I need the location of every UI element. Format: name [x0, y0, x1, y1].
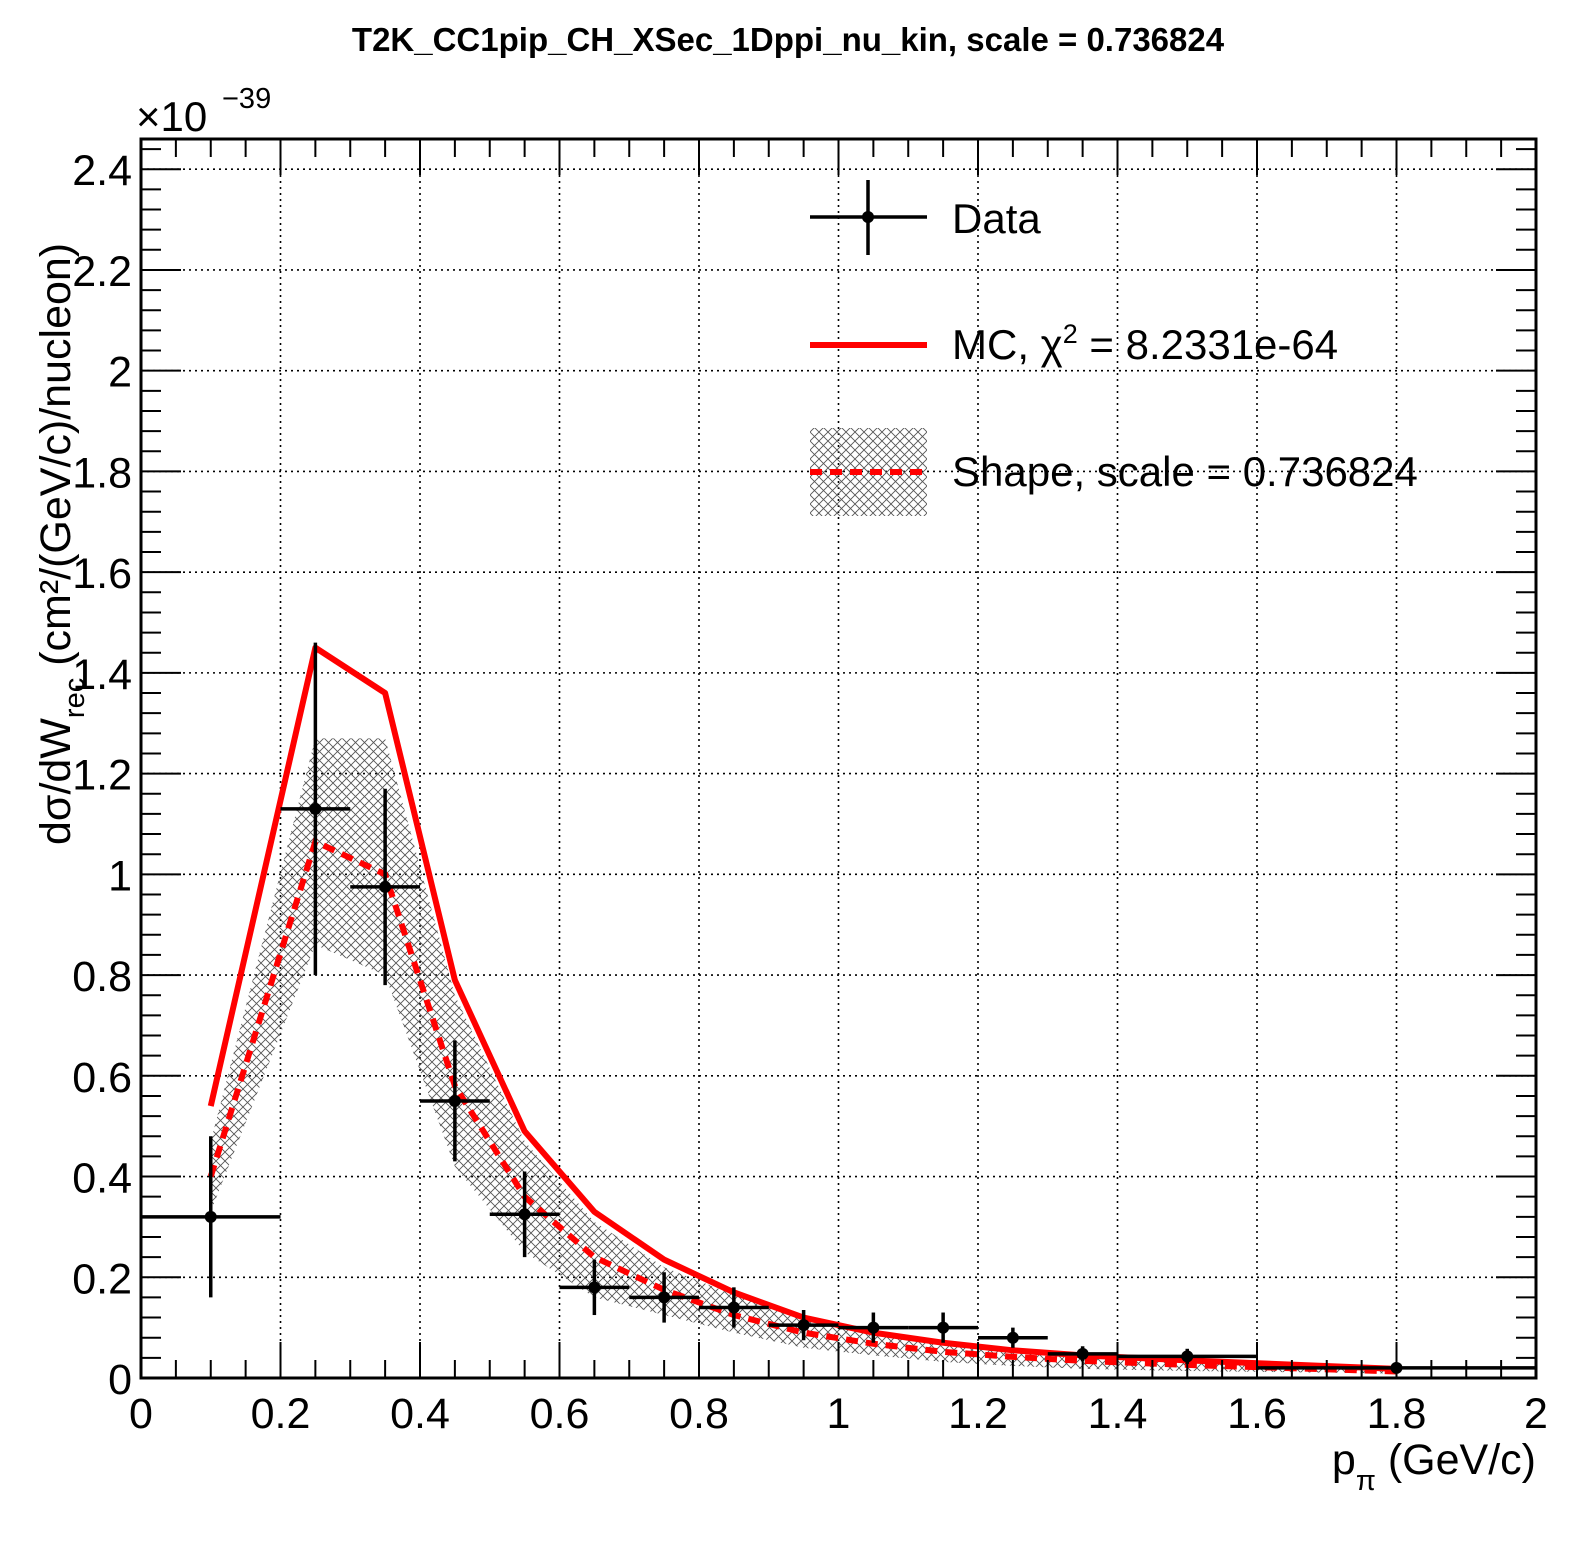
data-point-group	[559, 1259, 630, 1316]
y-axis-title: dσ/dWrec (cm²/(GeV/c)/nucleon)	[32, 243, 91, 845]
x-tick-label: 1.4	[1088, 1390, 1148, 1438]
data-point-group	[280, 642, 351, 976]
data-point	[1076, 1347, 1089, 1360]
data-point	[727, 1301, 740, 1314]
data-point-group	[420, 1040, 490, 1162]
data-point	[1181, 1350, 1194, 1363]
x-tick-label: 0.2	[251, 1390, 311, 1438]
legend-mc-entry: MC, χ2 = 8.2331e-64	[810, 319, 1338, 368]
data-point	[448, 1094, 461, 1107]
x-tick-label: 0.6	[530, 1390, 590, 1438]
data-point-group	[908, 1312, 978, 1343]
exponent-power: −39	[222, 83, 271, 115]
data-point-group	[141, 1136, 281, 1298]
x-tick-label: 1.6	[1227, 1390, 1287, 1438]
chart-title: T2K_CC1pip_CH_XSec_1Dppi_nu_kin, scale =…	[352, 21, 1225, 58]
x-axis-label: p	[1332, 1436, 1356, 1484]
y-tick-label: 0.4	[72, 1155, 132, 1203]
x-axis-units: (GeV/c)	[1388, 1436, 1536, 1484]
shape-band-area	[210, 738, 1397, 1374]
legend-shape-entry: Shape, scale = 0.736824	[810, 428, 1418, 516]
data-point-group	[699, 1287, 769, 1328]
legend-mc-chi-sup: 2	[1063, 319, 1078, 349]
y-tick-label: 1.6	[72, 550, 132, 598]
data-point	[797, 1319, 810, 1332]
data-point-group	[350, 788, 420, 986]
svg-text:dσ/dWrec(cm²/(GeV/c)/nucleon): dσ/dWrec (cm²/(GeV/c)/nucleon)	[32, 243, 91, 845]
data-point-group	[629, 1272, 699, 1323]
legend-mc-chi-value: = 8.2331e-64	[1078, 321, 1338, 368]
data-point	[867, 1321, 880, 1334]
shape-uncertainty-band	[210, 738, 1397, 1374]
data-point	[309, 802, 322, 815]
legend-data-marker	[862, 211, 874, 223]
y-axis-units: (cm²/(GeV/c)/nucleon)	[32, 243, 80, 666]
svg-text:MC, χ2 = 8.2331e-64: MC, χ2 = 8.2331e-64	[952, 319, 1338, 368]
svg-text:pπ(GeV/c): pπ (GeV/c)	[1332, 1436, 1536, 1497]
data-point	[588, 1281, 601, 1294]
exponent-base: ×10	[136, 93, 207, 140]
y-tick-label: 0.6	[72, 1054, 132, 1102]
y-tick-label: 1.4	[72, 651, 132, 699]
legend-data-label: Data	[952, 195, 1041, 242]
x-axis-label-sub: π	[1356, 1465, 1376, 1497]
legend-mc-label: MC, χ	[952, 321, 1063, 368]
data-point	[937, 1321, 950, 1334]
x-axis-title: pπ (GeV/c)	[1332, 1436, 1536, 1497]
data-point	[518, 1208, 531, 1221]
x-tick-label: 0.8	[669, 1390, 729, 1438]
y-axis-label-sub: rec	[59, 678, 91, 718]
data-point	[379, 880, 392, 893]
y-tick-label: 0.2	[72, 1255, 132, 1303]
y-tick-label: 0.8	[72, 953, 132, 1001]
y-tick-label: 1	[108, 852, 132, 900]
x-tick-labels: 0 0.2 0.4 0.6 0.8 1 1.2 1.4 1.6 1.8 2	[129, 1390, 1548, 1438]
x-tick-label: 0	[129, 1390, 153, 1438]
x-tick-label: 1	[827, 1390, 851, 1438]
data-point-group	[489, 1171, 560, 1258]
exponent-label: ×10 −39	[136, 83, 271, 140]
y-tick-label: 2	[108, 349, 132, 397]
x-tick-label: 0.4	[390, 1390, 450, 1438]
y-tick-label: 2.2	[72, 248, 132, 296]
data-point-group	[978, 1327, 1048, 1348]
y-tick-label: 2.4	[72, 147, 132, 195]
data-point-group	[768, 1310, 839, 1341]
y-tick-labels: 0 0.2 0.4 0.6 0.8 1 1.2 1.4 1.6 1.8 2 2.2 2.4	[72, 147, 132, 1404]
data-point	[1006, 1331, 1019, 1344]
axis-ticks	[140, 139, 1537, 1379]
legend-shape-band-swatch	[810, 428, 927, 516]
data-series	[141, 642, 1536, 1374]
legend: Data MC, χ2 = 8.2331e-64 Shape, scale = …	[810, 180, 1418, 516]
y-axis-label: dσ/dW	[32, 718, 80, 845]
x-tick-label: 1.2	[948, 1390, 1008, 1438]
data-point	[204, 1210, 217, 1223]
data-point-group	[838, 1312, 909, 1343]
legend-shape-label: Shape, scale = 0.736824	[952, 448, 1418, 495]
x-tick-label: 1.8	[1367, 1390, 1427, 1438]
y-tick-label: 1.2	[72, 752, 132, 800]
data-point-group	[1047, 1346, 1118, 1362]
y-tick-label: 1.8	[72, 449, 132, 497]
x-tick-label: 2	[1524, 1390, 1548, 1438]
legend-data-entry: Data	[810, 180, 1041, 255]
y-tick-label: 0	[108, 1356, 132, 1404]
data-point	[658, 1291, 671, 1304]
